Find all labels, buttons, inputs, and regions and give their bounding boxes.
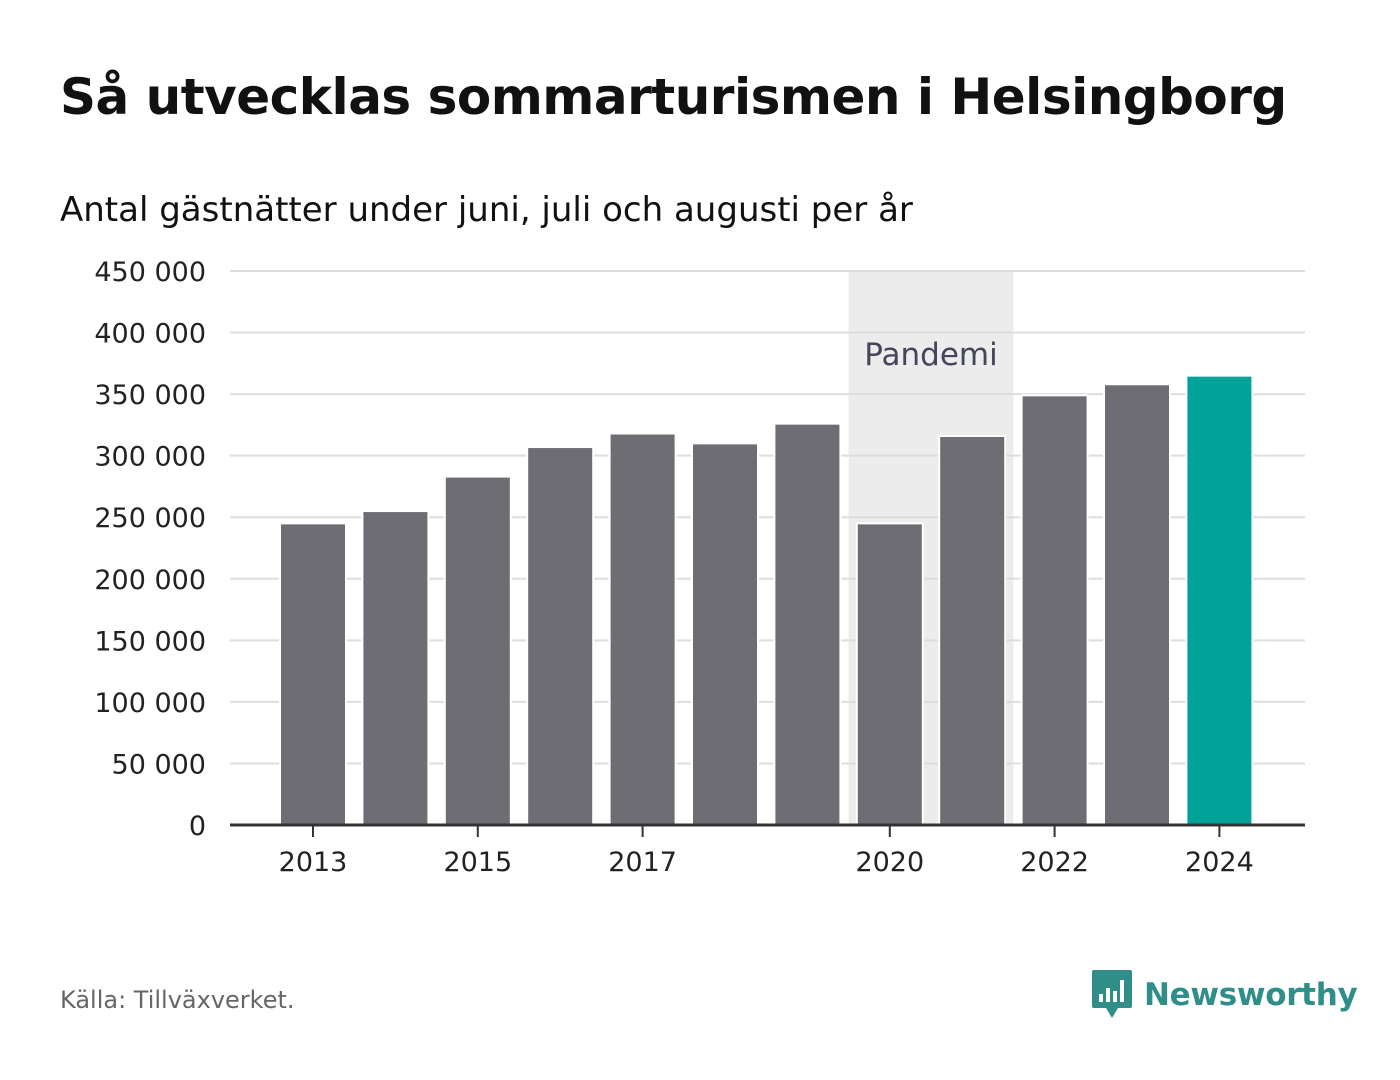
- bar: [526, 446, 595, 826]
- chart-subtitle: Antal gästnätter under juni, juli och au…: [60, 190, 913, 230]
- bar: [773, 422, 842, 826]
- y-tick-label: 50 000: [112, 749, 206, 780]
- bar: [443, 475, 512, 826]
- y-tick-label: 100 000: [94, 688, 206, 719]
- y-tick-label: 400 000: [94, 319, 206, 350]
- chart-title: Så utvecklas sommarturismen i Helsingbor…: [60, 68, 1287, 126]
- bar: [608, 432, 677, 826]
- brand-name: Newsworthy: [1144, 977, 1358, 1013]
- x-tick-label: 2017: [608, 847, 677, 878]
- pandemic-label: Pandemi: [864, 337, 998, 373]
- bar: [1020, 394, 1089, 826]
- source-note: Källa: Tillväxverket.: [60, 986, 295, 1014]
- x-tick-label: 2015: [443, 847, 512, 878]
- bar: [691, 442, 759, 826]
- y-tick-label: 300 000: [94, 442, 206, 473]
- brand-logo: Newsworthy: [1090, 968, 1358, 1022]
- y-tick-label: 150 000: [94, 626, 206, 657]
- y-tick-label: 350 000: [94, 380, 206, 411]
- bar-highlight: [1185, 374, 1254, 826]
- bar: [938, 434, 1007, 826]
- x-tick-label: 2020: [855, 847, 924, 878]
- bar: [855, 522, 924, 827]
- y-tick-label: 200 000: [94, 565, 206, 596]
- newsworthy-chart-icon: [1092, 970, 1132, 1018]
- x-tick-label: 2024: [1185, 847, 1254, 878]
- bar: [361, 510, 430, 826]
- bar: [1103, 383, 1171, 826]
- y-tick-label: 250 000: [94, 503, 206, 534]
- x-tick-label: 2013: [279, 847, 348, 878]
- y-tick-label: 0: [189, 811, 206, 842]
- y-tick-label: 450 000: [94, 257, 206, 288]
- bar: [279, 522, 347, 827]
- x-tick-label: 2022: [1020, 847, 1089, 878]
